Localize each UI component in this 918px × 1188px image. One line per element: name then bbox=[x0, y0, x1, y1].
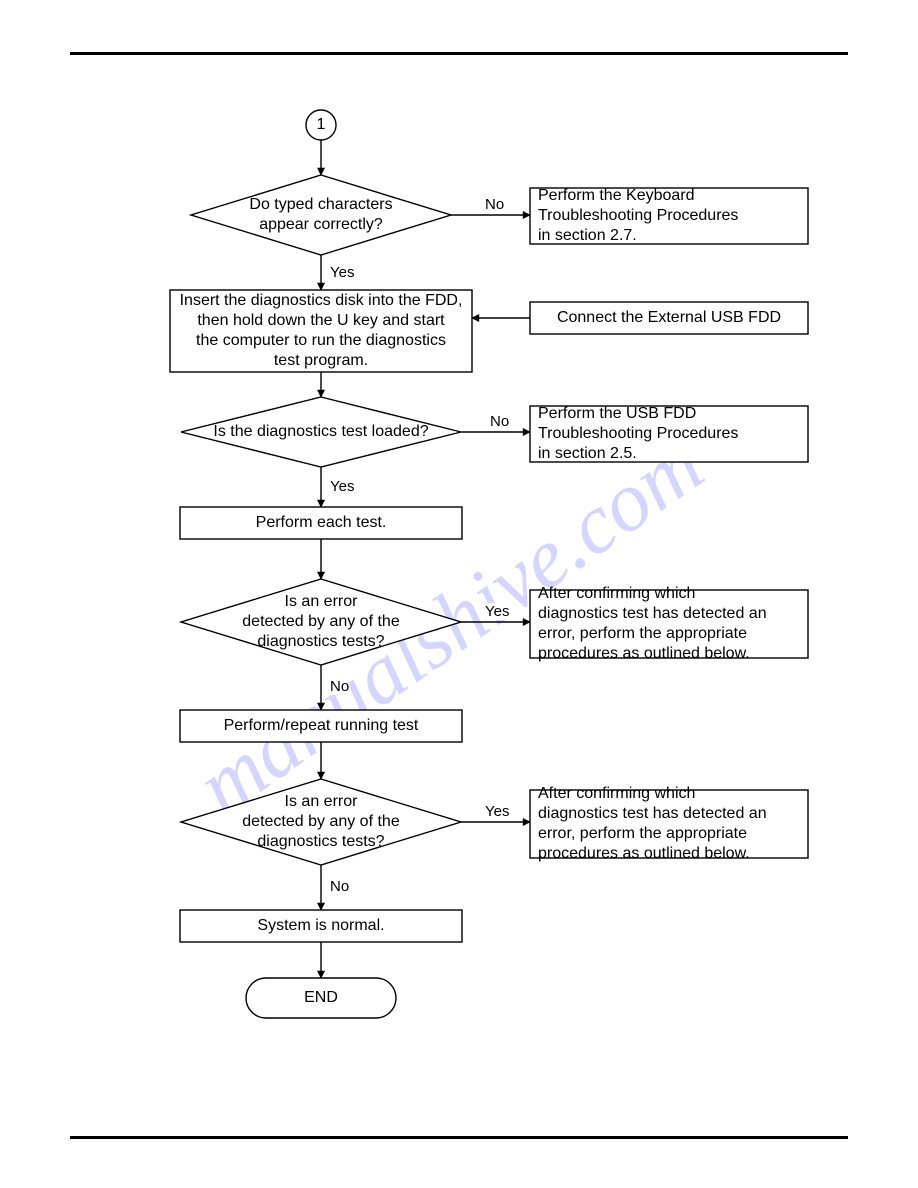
edge-8-label: No bbox=[330, 678, 349, 695]
edge-5-label: Yes bbox=[330, 478, 354, 495]
node-p2-label: Perform each test. bbox=[180, 507, 462, 539]
node-p1-label: Insert the diagnostics disk into the FDD… bbox=[170, 290, 472, 372]
node-r2-label: Perform the USB FDD Troubleshooting Proc… bbox=[530, 406, 808, 462]
node-p4-label: System is normal. bbox=[180, 910, 462, 942]
node-start-label: 1 bbox=[306, 110, 336, 140]
node-p3-label: Perform/repeat running test bbox=[180, 710, 462, 742]
node-end-label: END bbox=[246, 978, 396, 1018]
edge-2-label: No bbox=[485, 196, 504, 213]
node-d1-label: Do typed characters appear correctly? bbox=[191, 175, 451, 255]
edge-1-label: Yes bbox=[330, 264, 354, 281]
node-d2-label: Is the diagnostics test loaded? bbox=[181, 397, 461, 467]
node-r1-label: Perform the Keyboard Troubleshooting Pro… bbox=[530, 188, 808, 244]
edge-9-label: Yes bbox=[485, 603, 509, 620]
edge-12-label: Yes bbox=[485, 803, 509, 820]
node-d3-label: Is an error detected by any of the diagn… bbox=[181, 579, 461, 665]
node-r_ext-label: Connect the External USB FDD bbox=[530, 302, 808, 334]
edge-6-label: No bbox=[490, 413, 509, 430]
node-r3-label: After confirming which diagnostics test … bbox=[530, 590, 808, 658]
node-d4-label: Is an error detected by any of the diagn… bbox=[181, 779, 461, 865]
node-r4-label: After confirming which diagnostics test … bbox=[530, 790, 808, 858]
edge-11-label: No bbox=[330, 878, 349, 895]
page: manualshive.com 1Do typed characters app… bbox=[0, 0, 918, 1188]
